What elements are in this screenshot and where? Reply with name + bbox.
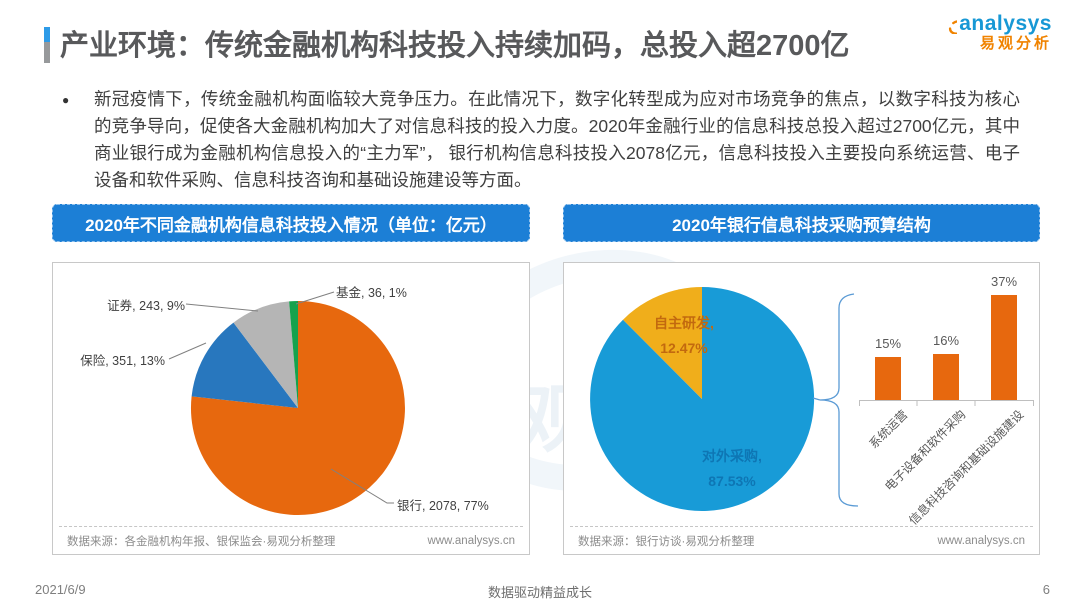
pie-slice-银行 (190, 301, 405, 515)
bar-value-label: 16% (932, 333, 960, 348)
procurement-pie-slices (590, 286, 815, 511)
procurement-chart: 自主研发, 12.47% 对外采购, 87.53% 15% 系统运营 16% 电子设备… (564, 263, 1039, 528)
page-title: 产业环境：传统金融机构科技投入持续加码，总投入超2700亿 (60, 30, 850, 62)
pie-label-bank: 银行, 2078, 77% (397, 499, 489, 513)
leader-lines (168, 291, 394, 504)
footer-date: 2021/6/9 (35, 582, 86, 597)
pie-label-securities: 证券, 243, 9% (107, 299, 185, 313)
pie-slice-保险 (191, 322, 298, 408)
right-chart-header: 2020年银行信息科技采购预算结构 (563, 204, 1040, 242)
footer-slogan: 数据驱动精益成长 (487, 585, 592, 600)
procurement-pie-svg (590, 286, 1034, 511)
intro-paragraph: 新冠疫情下，传统金融机构面临较大竞争压力。在此情况下，数字化转型成为应对市场竞争… (94, 89, 1020, 190)
brace (812, 293, 859, 507)
pie-label-inhouse: 自主研发, 12.47% (654, 315, 714, 356)
analysys-swirl-icon (933, 14, 958, 34)
analysys-logo: analysys 易观分析 (933, 12, 1052, 53)
bar-电子设备和软件采购 (933, 354, 959, 400)
pie-slice-证券 (233, 301, 298, 408)
left-chart-title: 2020年不同金融机构信息科技投入情况（单位：亿元） (85, 215, 497, 235)
pie-slice-自主研发 (623, 287, 702, 399)
left-source-row: 数据来源：各金融机构年报、银保监会·易观分析整理 www.analysys.cn (59, 526, 523, 554)
bar-value-label: 37% (990, 274, 1018, 289)
logo-brand-cn: 易观分析 (979, 35, 1052, 53)
pie-slice-对外采购 (590, 286, 815, 511)
right-source-url: www.analysys.cn (937, 534, 1025, 547)
pie-label-fund: 基金, 36, 1% (336, 286, 407, 300)
institutions-pie-chart: 基金, 36, 1% 证券, 243, 9% 保险, 351, 13% 银行, … (53, 263, 529, 526)
institutions-pie-slices (190, 301, 405, 515)
right-source-text: 数据来源：银行访谈·易观分析整理 (578, 535, 755, 548)
institutions-pie-svg (168, 291, 405, 515)
left-chart-header: 2020年不同金融机构信息科技投入情况（单位：亿元） (52, 204, 530, 242)
bar-系统运营 (875, 357, 901, 400)
pie-slice-基金 (289, 301, 298, 408)
intro-block: ● 新冠疫情下，传统金融机构面临较大竞争压力。在此情况下，数字化转型成为应对市场… (62, 86, 1020, 194)
bar-value-label: 15% (874, 336, 902, 351)
pie-label-insurance: 保险, 351, 13% (80, 354, 165, 368)
right-chart-title: 2020年银行信息科技采购预算结构 (672, 215, 931, 235)
footer-page-number: 6 (1042, 582, 1050, 597)
bullet-icon: ● (62, 93, 70, 107)
title-accent-bar (44, 27, 50, 63)
right-chart-panel: 自主研发, 12.47% 对外采购, 87.53% 15% 系统运营 16% 电子设备… (563, 262, 1040, 555)
bar-axis (859, 400, 1034, 406)
bar-信息科技咨询和基础设施建设 (991, 295, 1017, 400)
logo-brand-text: analysys (959, 12, 1052, 35)
left-source-text: 数据来源：各金融机构年报、银保监会·易观分析整理 (67, 535, 336, 548)
pie-label-outsourced: 对外采购, 87.53% (702, 448, 762, 489)
left-source-url: www.analysys.cn (427, 534, 515, 547)
left-chart-panel: 基金, 36, 1% 证券, 243, 9% 保险, 351, 13% 银行, … (52, 262, 530, 555)
right-source-row: 数据来源：银行访谈·易观分析整理 www.analysys.cn (570, 526, 1033, 554)
